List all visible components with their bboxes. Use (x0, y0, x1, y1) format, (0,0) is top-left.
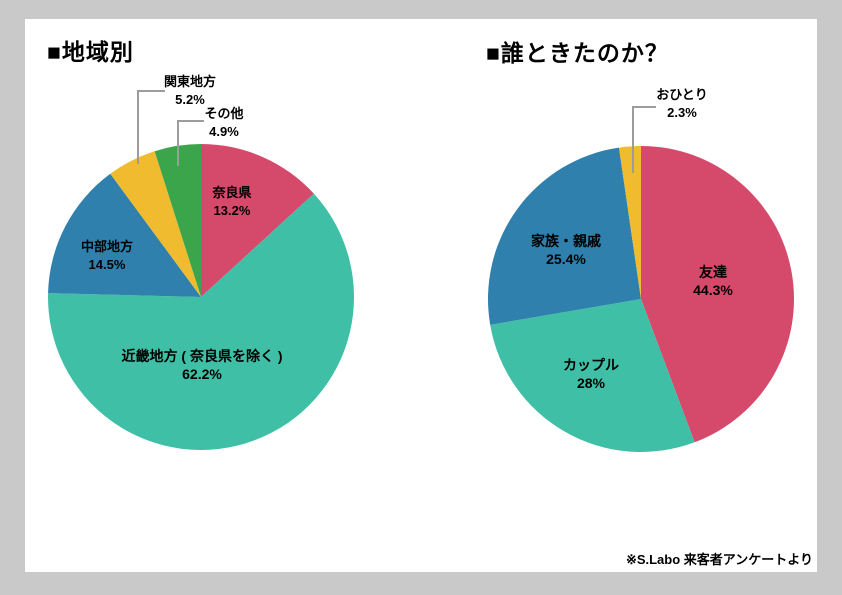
slice-label-tomodachi: 友達 44.3% (693, 263, 733, 299)
slice-label-chubu: 中部地方 14.5% (81, 238, 133, 273)
slice-pct-chubu: 14.5% (88, 256, 126, 272)
infographic-card: ■地域別 関東地方 5.2% その他 4.9% 奈良県 13.2% 中部地方 1… (25, 19, 817, 572)
pie-chart-region: ■地域別 関東地方 5.2% その他 4.9% 奈良県 13.2% 中部地方 1… (25, 19, 421, 572)
slice-label-couple: カップル 28% (563, 356, 619, 392)
slice-name-tomodachi: 友達 (698, 264, 727, 280)
source-note: ※S.Labo 来客者アンケートより (625, 552, 813, 567)
pie-slice (490, 299, 695, 452)
pie-svg-region (48, 144, 355, 450)
pie-slice (110, 151, 201, 297)
slice-label-kanto: 関東地方 5.2% (164, 73, 216, 108)
leader-line-kanto-horizontal (137, 90, 165, 92)
pie-slice (201, 144, 314, 297)
slice-label-nara: 奈良県 13.2% (212, 184, 251, 219)
slice-label-ohitori: おひとり 2.3% (656, 86, 708, 121)
leader-line-sonota-vertical (177, 120, 179, 166)
slice-pct-ohitori: 2.3% (667, 104, 697, 120)
pie-chart-companion: ■誰ときたのか？ おひとり 2.3% 友達 44.3% 家族・親戚 25.4% … (421, 19, 817, 572)
leader-line-ohitori-horizontal (632, 106, 656, 108)
leader-line-ohitori-vertical (632, 106, 634, 173)
slice-name-nara: 奈良県 (212, 185, 252, 200)
slice-name-chubu: 中部地方 (80, 239, 134, 254)
pie-slice (48, 173, 201, 297)
slice-name-sonota: その他 (204, 106, 244, 121)
slice-pct-kazoku: 25.4% (546, 251, 586, 268)
slice-pct-kinki: 62.2% (182, 366, 222, 383)
pie-slice (154, 144, 201, 297)
pie-slice (488, 147, 641, 325)
pie-svg-companion (488, 146, 794, 452)
slice-name-kinki: 近畿地方 ( 奈良県を除く ) (121, 348, 283, 364)
chart-title-region: ■地域別 (47, 39, 134, 65)
slice-pct-kanto: 5.2% (175, 91, 205, 107)
slice-name-kanto: 関東地方 (163, 74, 217, 89)
slice-label-kazoku: 家族・親戚 25.4% (531, 232, 601, 268)
pie-slice (618, 146, 641, 299)
slice-name-ohitori: おひとり (656, 87, 708, 102)
pie-slice (641, 146, 794, 443)
pie-slice (48, 193, 355, 450)
slice-pct-sonota: 4.9% (209, 123, 239, 139)
slice-pct-nara: 13.2% (213, 202, 251, 218)
slice-pct-couple: 28% (576, 375, 606, 392)
chart-title-companion: ■誰ときたのか？ (486, 40, 669, 66)
slice-label-sonota: その他 4.9% (204, 105, 243, 140)
slice-name-kazoku: 家族・親戚 (531, 233, 601, 249)
leader-line-sonota-horizontal (177, 120, 204, 122)
slice-name-couple: カップル (563, 357, 619, 373)
slice-pct-tomodachi: 44.3% (693, 282, 733, 299)
leader-line-kanto-vertical (137, 90, 139, 164)
slice-label-kinki: 近畿地方 ( 奈良県を除く ) 62.2% (122, 347, 283, 383)
